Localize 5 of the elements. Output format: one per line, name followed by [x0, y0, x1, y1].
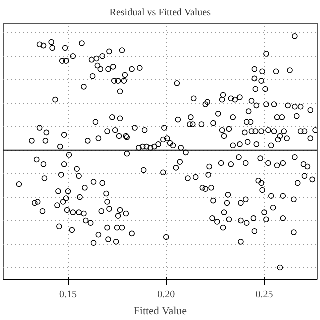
- chart-title: Residual vs Fitted Values: [110, 8, 212, 18]
- x-tick-label: 0.20: [158, 290, 176, 300]
- x-tick-label: 0.25: [256, 290, 274, 300]
- x-axis-title: Fitted Value: [134, 306, 188, 318]
- x-tick-label: 0.15: [60, 290, 78, 300]
